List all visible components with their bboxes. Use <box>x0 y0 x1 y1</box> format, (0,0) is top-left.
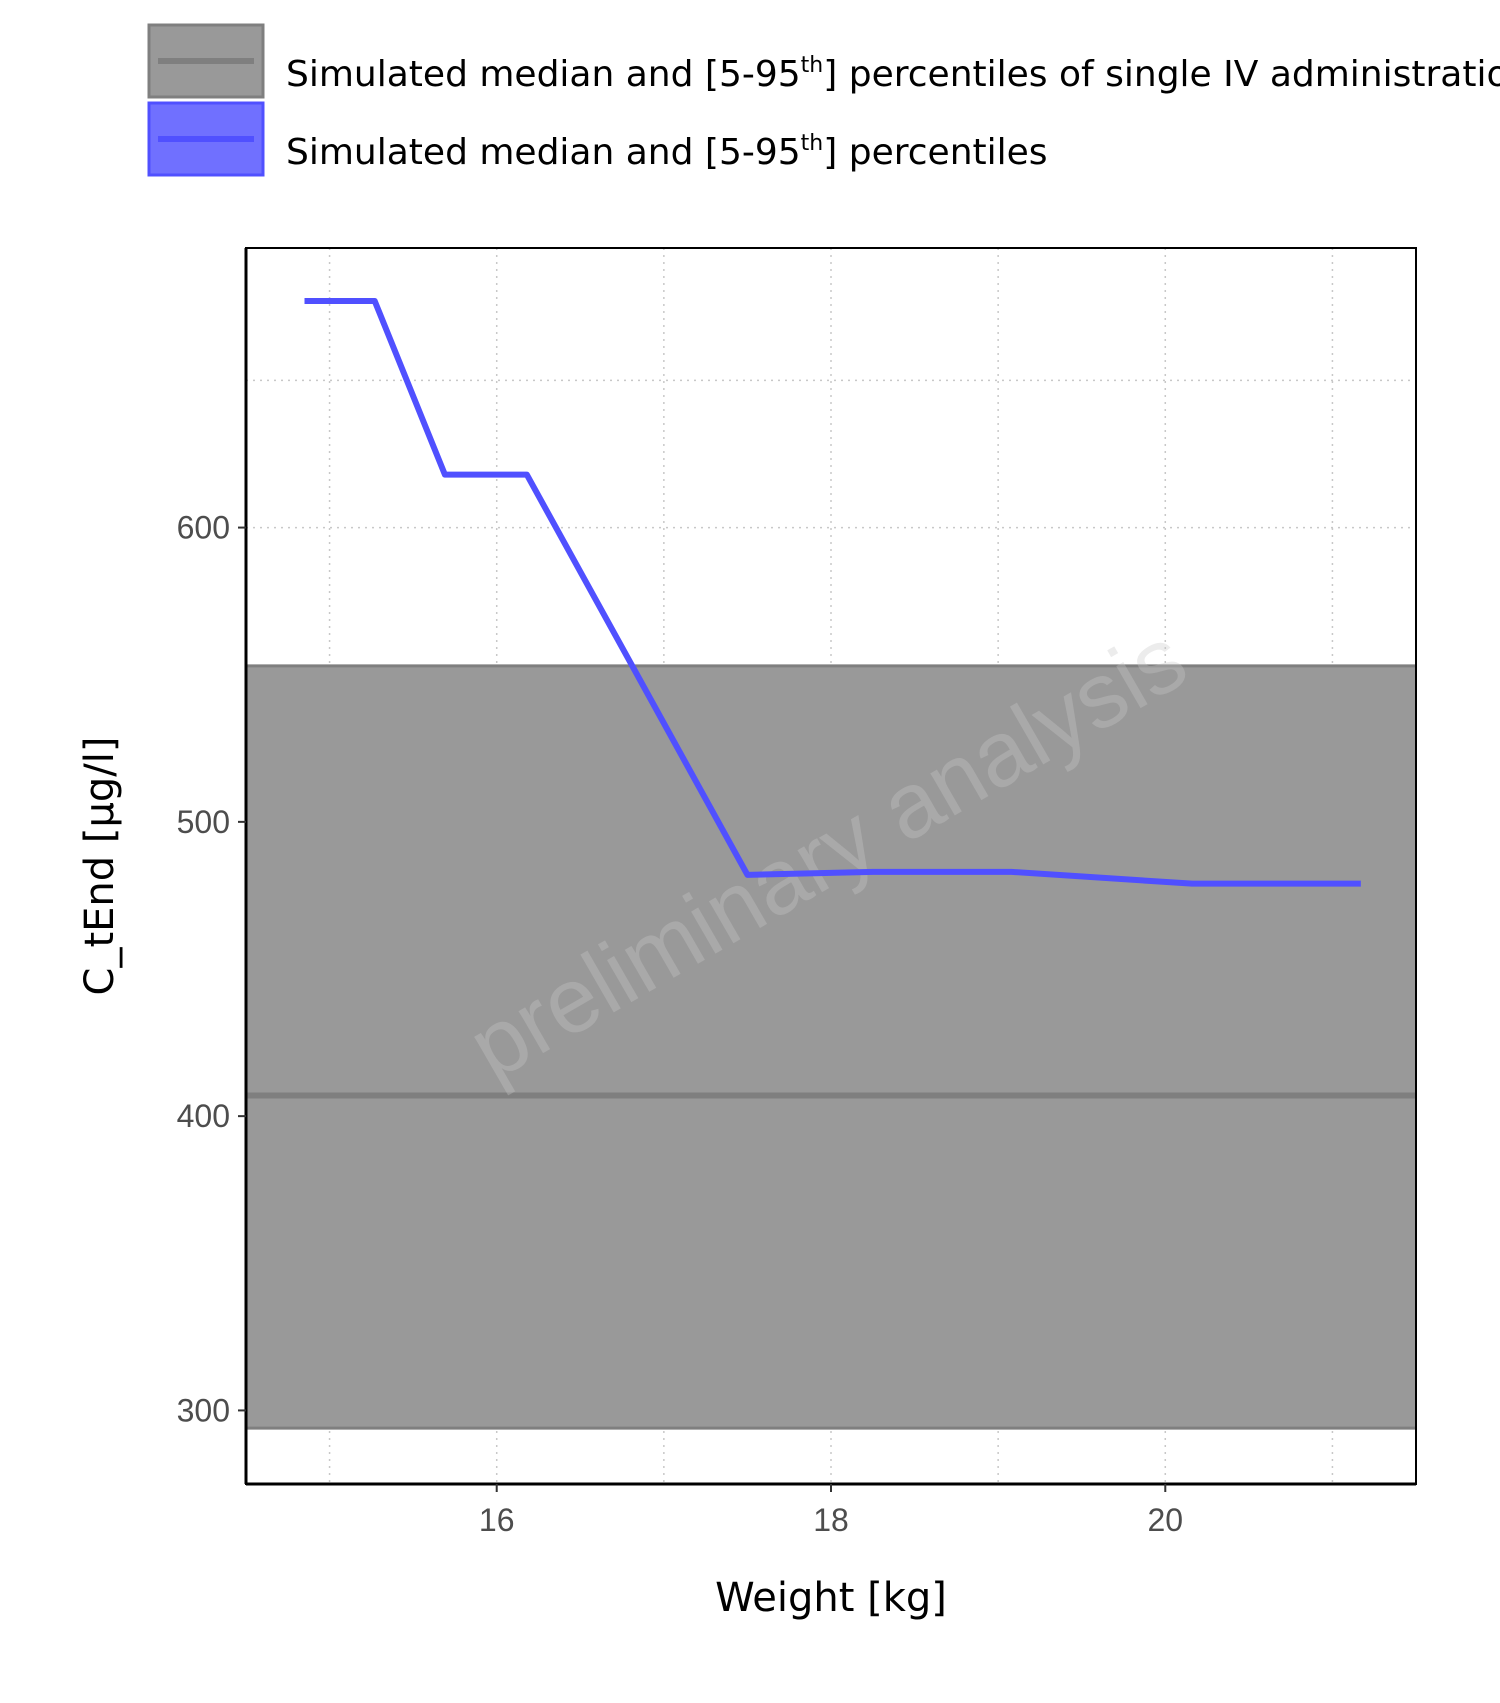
series-layer <box>304 297 1361 887</box>
x-axis-ticks: 16 18 20 <box>479 1484 1183 1538</box>
y-axis-title: C_tEnd [µg/l] <box>77 737 123 996</box>
y-tick-label: 500 <box>177 804 230 840</box>
x-axis-title: Weight [kg] <box>715 1575 947 1621</box>
legend-label-reference: Simulated median and [5-95th] percentile… <box>286 53 1500 95</box>
series-line <box>304 297 1361 887</box>
y-tick-label: 300 <box>177 1392 230 1428</box>
x-tick-label: 18 <box>813 1502 849 1538</box>
legend: Simulated median and [5-95th] percentile… <box>147 23 1500 177</box>
reference-band <box>246 664 1416 1430</box>
legend-label-series: Simulated median and [5-95th] percentile… <box>286 131 1048 173</box>
legend-item-reference: Simulated median and [5-95th] percentile… <box>147 23 1500 99</box>
x-tick-label: 20 <box>1147 1502 1183 1538</box>
y-axis-ticks: 300 400 500 600 <box>177 510 246 1428</box>
y-tick-label: 600 <box>177 510 230 546</box>
legend-item-series: Simulated median and [5-95th] percentile… <box>147 101 1048 177</box>
reference-band-area <box>246 665 1416 1429</box>
x-tick-label: 16 <box>479 1502 515 1538</box>
y-tick-label: 400 <box>177 1098 230 1134</box>
